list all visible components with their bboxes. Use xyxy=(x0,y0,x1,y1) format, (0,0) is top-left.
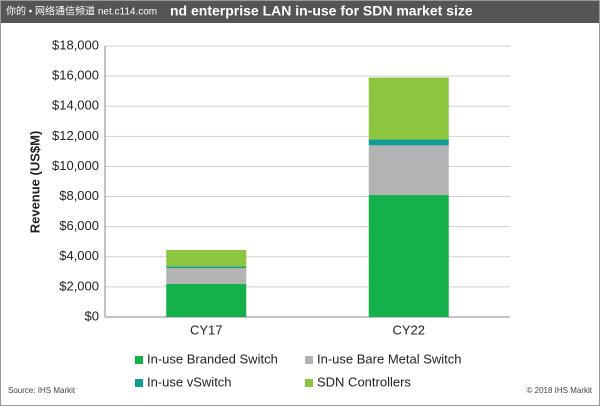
y-tick-label: $16,000 xyxy=(52,68,99,83)
y-tick-label: $2,000 xyxy=(59,278,99,293)
y-tick-label: $12,000 xyxy=(52,128,99,143)
y-tick-label: $4,000 xyxy=(59,248,99,263)
bar-segment xyxy=(166,283,247,317)
y-tick-label: $14,000 xyxy=(52,98,99,113)
legend-label: In-use vSwitch xyxy=(147,374,232,389)
legend-label: In-use Bare Metal Switch xyxy=(317,351,462,366)
source: Source: IHS Markit xyxy=(8,386,76,395)
bar-segment xyxy=(166,250,247,267)
bar-segment xyxy=(368,139,449,146)
x-tick-label: CY22 xyxy=(392,322,425,337)
copyright: © 2018 IHS Markit xyxy=(527,386,593,395)
legend-swatch xyxy=(135,356,143,364)
chart-title: nd enterprise LAN in-use for SDN market … xyxy=(170,3,473,19)
y-tick-label: $6,000 xyxy=(59,218,99,233)
bar-segment xyxy=(368,77,449,140)
bar-segment xyxy=(368,195,449,317)
legend-label: SDN Controllers xyxy=(317,374,411,389)
legend-swatch xyxy=(135,379,143,387)
legend-label: In-use Branded Switch xyxy=(147,351,278,366)
y-tick-label: $0 xyxy=(85,308,99,323)
x-tick-label: CY17 xyxy=(190,322,223,337)
y-tick-label: $18,000 xyxy=(52,37,99,52)
watermark: 你的 • 网络通信频道 net.c114.com xyxy=(6,5,157,18)
legend-swatch xyxy=(305,379,313,387)
legend-swatch xyxy=(305,356,313,364)
bar-segment xyxy=(166,268,247,284)
title-bar xyxy=(1,1,599,23)
y-tick-label: $10,000 xyxy=(52,158,99,173)
y-axis-label: Revenue (US$M) xyxy=(27,131,42,234)
y-tick-label: $8,000 xyxy=(59,188,99,203)
bar-segment xyxy=(368,145,449,196)
bar-segment xyxy=(166,266,247,269)
